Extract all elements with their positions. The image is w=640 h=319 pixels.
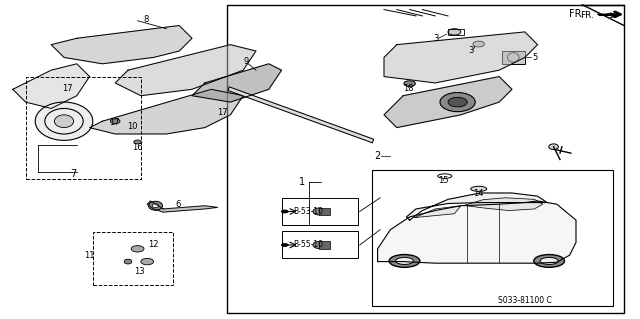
Ellipse shape xyxy=(389,255,420,267)
Bar xyxy=(502,51,525,64)
Bar xyxy=(319,241,330,249)
Bar xyxy=(319,208,330,215)
Text: 1: 1 xyxy=(299,177,305,187)
Ellipse shape xyxy=(141,258,154,265)
Ellipse shape xyxy=(313,208,324,215)
Ellipse shape xyxy=(131,246,144,252)
Bar xyxy=(26,77,141,179)
Ellipse shape xyxy=(148,201,163,210)
Polygon shape xyxy=(90,89,243,134)
Text: FR.: FR. xyxy=(568,9,584,19)
Ellipse shape xyxy=(448,97,467,107)
Ellipse shape xyxy=(473,41,484,47)
Polygon shape xyxy=(415,206,461,218)
Bar xyxy=(227,5,624,313)
Polygon shape xyxy=(384,77,512,128)
Text: 9: 9 xyxy=(244,57,249,66)
Ellipse shape xyxy=(110,119,120,124)
Ellipse shape xyxy=(124,259,132,264)
Polygon shape xyxy=(51,26,192,64)
Circle shape xyxy=(281,243,289,247)
Text: 3: 3 xyxy=(434,34,439,43)
Ellipse shape xyxy=(440,93,475,112)
Polygon shape xyxy=(115,45,256,96)
Text: 13: 13 xyxy=(134,267,145,276)
Text: FR.: FR. xyxy=(580,11,594,20)
Text: 5: 5 xyxy=(532,53,538,62)
Ellipse shape xyxy=(549,144,559,150)
Text: 17: 17 xyxy=(62,84,72,93)
Text: 14: 14 xyxy=(474,189,484,198)
Circle shape xyxy=(281,210,289,213)
Text: 8: 8 xyxy=(143,15,148,24)
Ellipse shape xyxy=(404,81,415,86)
Text: 6: 6 xyxy=(175,200,180,209)
Ellipse shape xyxy=(448,29,461,35)
Polygon shape xyxy=(13,64,90,108)
Polygon shape xyxy=(147,201,218,212)
Polygon shape xyxy=(192,64,282,102)
Bar xyxy=(448,29,464,35)
Bar xyxy=(93,232,173,285)
Ellipse shape xyxy=(35,102,93,140)
Text: 11: 11 xyxy=(84,251,95,260)
Bar xyxy=(372,170,613,306)
Ellipse shape xyxy=(534,255,564,267)
Text: 16: 16 xyxy=(132,143,143,152)
Ellipse shape xyxy=(540,257,558,264)
Text: 17: 17 xyxy=(218,108,228,117)
Text: 10: 10 xyxy=(127,122,137,131)
Text: 15: 15 xyxy=(438,176,448,185)
Ellipse shape xyxy=(134,140,141,144)
Ellipse shape xyxy=(54,115,74,128)
Ellipse shape xyxy=(396,257,413,264)
Ellipse shape xyxy=(152,204,159,208)
Polygon shape xyxy=(464,198,543,211)
Text: S033-81100 C: S033-81100 C xyxy=(498,296,552,305)
Polygon shape xyxy=(378,201,576,263)
Polygon shape xyxy=(384,32,538,83)
Text: 18: 18 xyxy=(403,84,413,93)
Text: 3: 3 xyxy=(468,46,474,55)
Text: 2: 2 xyxy=(374,151,381,161)
Text: B-55-10: B-55-10 xyxy=(294,241,323,249)
Bar xyxy=(282,231,358,258)
Text: 17: 17 xyxy=(109,118,119,127)
Text: 12: 12 xyxy=(148,240,159,249)
Bar xyxy=(282,198,358,225)
Polygon shape xyxy=(406,193,547,220)
Ellipse shape xyxy=(313,241,324,249)
Ellipse shape xyxy=(471,186,487,191)
Text: B-53-10: B-53-10 xyxy=(294,207,323,216)
Text: 7: 7 xyxy=(70,169,77,179)
